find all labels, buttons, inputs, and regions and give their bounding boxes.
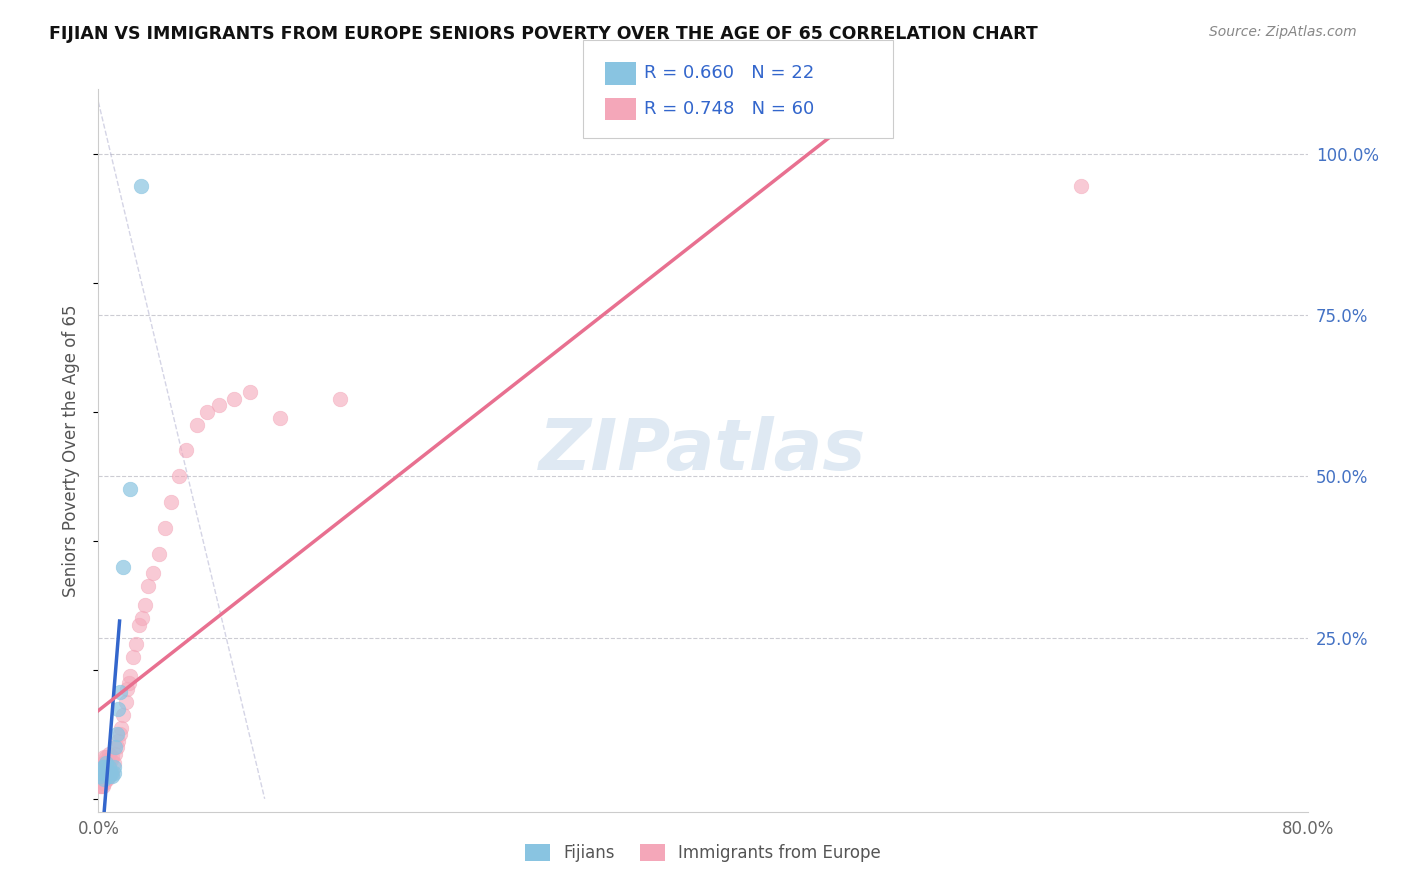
- Point: [98, 759, 121, 773]
- Point: [96, 772, 118, 787]
- Point: [104, 747, 127, 761]
- Point: [96, 753, 118, 767]
- Point: [91, 759, 114, 773]
- Point: [104, 740, 127, 755]
- Point: [136, 579, 159, 593]
- Point: [115, 682, 138, 697]
- Point: [131, 611, 153, 625]
- Point: [89, 772, 111, 787]
- Point: [208, 398, 231, 412]
- Point: [125, 637, 148, 651]
- Point: [100, 753, 122, 767]
- Point: [94, 759, 117, 773]
- Point: [134, 599, 156, 613]
- Point: [103, 756, 125, 771]
- Point: [91, 756, 114, 771]
- Point: [167, 469, 190, 483]
- Point: [93, 750, 115, 764]
- Point: [114, 695, 136, 709]
- Point: [160, 495, 183, 509]
- Point: [89, 779, 111, 793]
- Point: [239, 385, 262, 400]
- Point: [105, 727, 128, 741]
- Point: [224, 392, 246, 406]
- Point: [107, 701, 129, 715]
- Point: [91, 766, 114, 780]
- Point: [89, 769, 111, 783]
- Point: [90, 779, 112, 793]
- Point: [107, 733, 129, 747]
- Point: [98, 769, 121, 783]
- Point: [93, 769, 115, 783]
- Point: [100, 766, 122, 780]
- Point: [111, 708, 134, 723]
- Point: [174, 443, 197, 458]
- Point: [108, 685, 131, 699]
- Point: [1070, 178, 1092, 193]
- Point: [91, 769, 114, 783]
- Point: [118, 675, 141, 690]
- Point: [98, 769, 121, 783]
- Text: Source: ZipAtlas.com: Source: ZipAtlas.com: [1209, 25, 1357, 39]
- Point: [98, 747, 121, 761]
- Point: [148, 547, 170, 561]
- Point: [93, 772, 115, 787]
- Point: [111, 559, 134, 574]
- Point: [90, 759, 112, 773]
- Point: [108, 727, 131, 741]
- Point: [98, 759, 121, 773]
- Point: [90, 772, 112, 787]
- Point: [89, 766, 111, 780]
- Point: [142, 566, 165, 580]
- Point: [129, 178, 152, 193]
- Point: [90, 766, 112, 780]
- Point: [94, 750, 117, 764]
- Point: [94, 766, 117, 780]
- Point: [128, 617, 150, 632]
- Point: [120, 669, 142, 683]
- Point: [101, 766, 124, 780]
- Text: FIJIAN VS IMMIGRANTS FROM EUROPE SENIORS POVERTY OVER THE AGE OF 65 CORRELATION : FIJIAN VS IMMIGRANTS FROM EUROPE SENIORS…: [49, 25, 1038, 43]
- Legend: Fijians, Immigrants from Europe: Fijians, Immigrants from Europe: [519, 837, 887, 869]
- Point: [96, 766, 118, 780]
- Text: ZIPatlas: ZIPatlas: [540, 416, 866, 485]
- Text: R = 0.748   N = 60: R = 0.748 N = 60: [644, 100, 814, 118]
- Point: [93, 759, 115, 773]
- Point: [100, 766, 122, 780]
- Point: [269, 411, 291, 425]
- Point: [96, 766, 118, 780]
- Point: [105, 740, 128, 755]
- Y-axis label: Seniors Poverty Over the Age of 65: Seniors Poverty Over the Age of 65: [62, 304, 80, 597]
- Point: [93, 766, 115, 780]
- Point: [101, 750, 124, 764]
- Point: [93, 759, 115, 773]
- Point: [120, 482, 142, 496]
- Point: [122, 649, 145, 664]
- Point: [94, 772, 117, 787]
- Point: [93, 775, 115, 789]
- Point: [91, 779, 114, 793]
- Point: [153, 521, 176, 535]
- Text: R = 0.660   N = 22: R = 0.660 N = 22: [644, 64, 814, 82]
- Point: [103, 759, 125, 773]
- Point: [186, 417, 208, 432]
- Point: [94, 766, 117, 780]
- Point: [101, 769, 124, 783]
- Point: [91, 766, 114, 780]
- Point: [329, 392, 352, 406]
- Point: [195, 405, 218, 419]
- Point: [110, 721, 132, 735]
- Point: [94, 756, 117, 771]
- Point: [103, 766, 125, 780]
